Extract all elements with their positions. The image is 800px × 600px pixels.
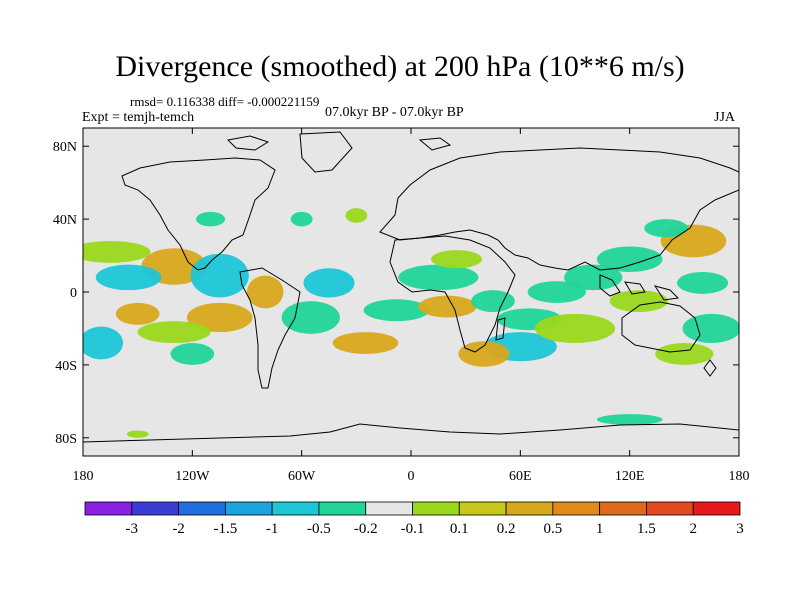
y-tick-label: 40N	[53, 213, 77, 228]
divergence-field	[83, 208, 739, 438]
colorbar-label: -3	[126, 521, 139, 537]
field-region-27	[677, 271, 729, 294]
colorbar-label: 1	[596, 521, 604, 537]
y-tick-label: 0	[70, 286, 77, 301]
colorbar-label: 0.2	[497, 521, 516, 537]
field-region-21	[564, 264, 623, 291]
field-region-23	[609, 290, 668, 313]
colorbar-label: -1	[266, 521, 279, 537]
experiment-label: Expt = temjh-temch	[82, 110, 195, 125]
colorbar-label: 0.1	[450, 521, 469, 537]
field-region-13	[363, 299, 430, 322]
colorbar-swatch	[271, 501, 320, 516]
field-region-26	[644, 219, 688, 238]
x-tick-label: 120E	[615, 469, 645, 484]
colorbar: -3 -2 -1.5 -1 -0.5 -0.2 -0.1 0.1 0.2 0.5 1 1.5 2 3	[84, 501, 744, 537]
field-region-31	[195, 211, 226, 227]
x-tick-label: 180	[73, 469, 94, 484]
field-region-5	[186, 302, 253, 333]
colorbar-swatch	[646, 501, 694, 516]
field-region-20	[527, 281, 586, 303]
x-tick-label: 60E	[509, 469, 532, 484]
field-region-11	[281, 301, 340, 334]
colorbar-label: 3	[736, 521, 744, 537]
colorbar-label: -0.1	[401, 521, 425, 537]
colorbar-label: 0.5	[543, 521, 562, 537]
field-region-29	[655, 343, 714, 365]
field-region-7	[83, 326, 124, 360]
field-region-3	[190, 253, 249, 298]
colorbar-swatch	[224, 501, 273, 516]
colorbar-label: -0.2	[354, 521, 378, 537]
field-region-14	[398, 264, 479, 291]
field-region-32	[290, 211, 313, 227]
season-label: JJA	[714, 110, 736, 125]
field-region-15	[418, 295, 477, 318]
field-region-12	[332, 332, 399, 354]
colorbar-swatch	[318, 501, 367, 516]
field-region-2	[95, 264, 162, 291]
x-tick-label: 120W	[175, 469, 210, 484]
colorbar-swatch	[599, 501, 647, 516]
colorbar-swatch	[84, 501, 133, 516]
y-tick-label: 80N	[53, 140, 77, 155]
field-region-33	[345, 208, 368, 223]
y-tick-label: 80S	[55, 432, 77, 447]
stats-text: rmsd= 0.116338 diff= -0.000221159	[130, 94, 320, 109]
y-axis: 80N 40N 0 40S 80S	[53, 140, 739, 447]
colorbar-label: 2	[689, 521, 697, 537]
colorbar-label: -1.5	[213, 521, 237, 537]
x-tick-label: 60W	[288, 469, 316, 484]
period-label: 07.0kyr BP - 07.0kyr BP	[325, 105, 464, 120]
colorbar-swatch	[131, 501, 179, 516]
colorbar-label: -0.5	[307, 521, 331, 537]
colorbar-swatch	[692, 501, 741, 516]
field-region-34	[596, 414, 663, 426]
colorbar-label: 1.5	[637, 521, 656, 537]
colorbar-swatch	[178, 501, 226, 516]
colorbar-swatch	[505, 501, 554, 516]
colorbar-swatch	[552, 501, 601, 516]
field-region-28	[682, 313, 739, 344]
field-region-8	[170, 343, 215, 365]
y-tick-label: 40S	[55, 359, 77, 374]
field-region-24	[596, 246, 663, 272]
field-region-10	[303, 268, 355, 298]
field-region-0	[83, 240, 151, 263]
x-axis: 180 120W 60W 0 60E 120E 180	[73, 128, 750, 484]
field-region-9	[247, 275, 284, 309]
field-region-22	[534, 313, 616, 344]
field-region-6	[137, 321, 211, 344]
colorbar-swatch	[412, 501, 460, 516]
chart-title: Divergence (smoothed) at 200 hPa (10**6 …	[115, 50, 685, 83]
field-region-19	[458, 341, 510, 367]
colorbar-label: -2	[172, 521, 185, 537]
coastlines	[83, 131, 739, 443]
field-region-16	[471, 290, 515, 313]
field-region-30	[431, 250, 483, 269]
field-region-35	[126, 430, 149, 438]
field-region-4	[115, 302, 160, 325]
colorbar-swatch	[365, 501, 413, 516]
x-tick-label: 0	[408, 469, 415, 484]
colorbar-swatch	[458, 501, 507, 516]
x-tick-label: 180	[729, 469, 750, 484]
